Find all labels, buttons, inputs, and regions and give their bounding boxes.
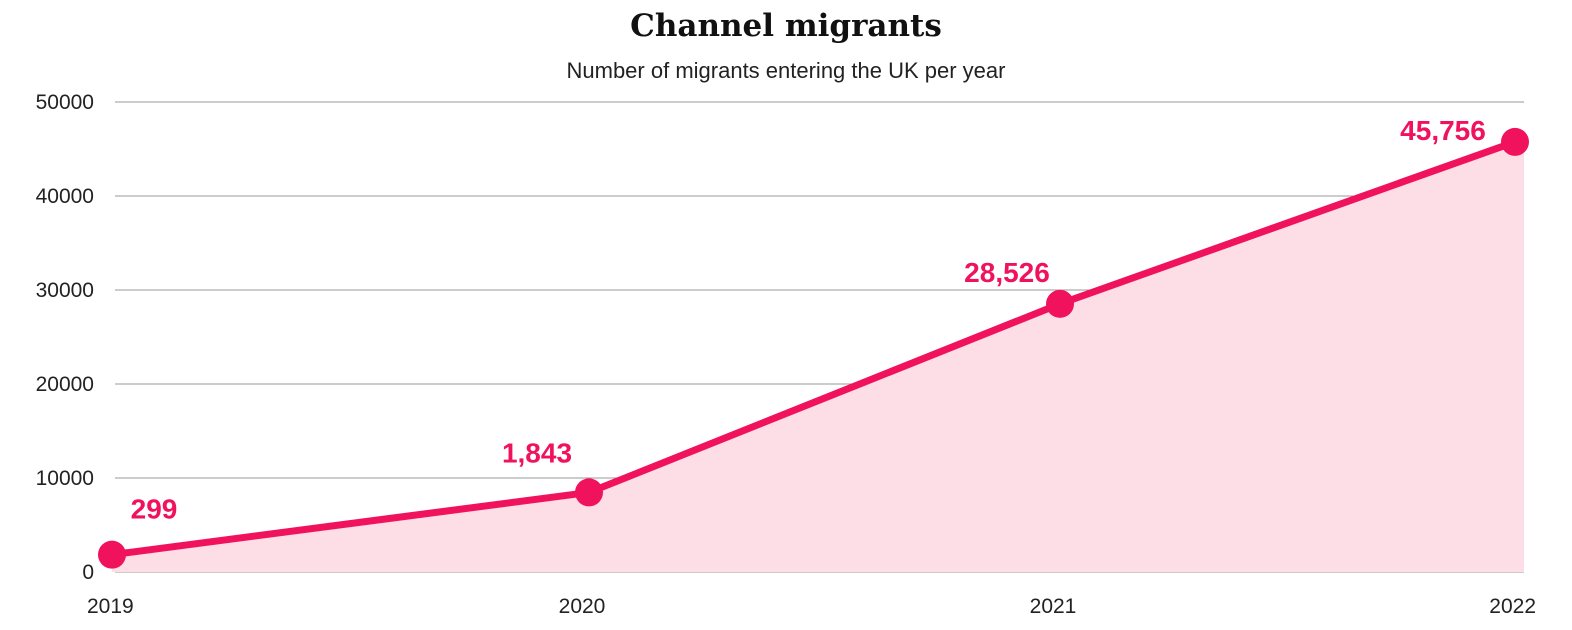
x-tick-label: 2021 xyxy=(1030,595,1077,618)
data-points xyxy=(98,127,1529,569)
x-tick-label: 2020 xyxy=(559,595,606,618)
y-axis-tick-labels: 0 10000 20000 30000 40000 50000 xyxy=(36,91,94,584)
data-labels: 299 1,843 28,526 45,756 xyxy=(131,115,1486,525)
y-tick-label: 10000 xyxy=(36,467,94,490)
data-point xyxy=(98,540,126,569)
data-point xyxy=(1501,127,1529,156)
chart-subtitle: Number of migrants entering the UK per y… xyxy=(566,58,1006,83)
chart-title: Channel migrants xyxy=(630,8,942,44)
y-tick-label: 20000 xyxy=(36,373,94,396)
data-point xyxy=(1046,289,1074,318)
series-line xyxy=(108,138,1519,559)
y-tick-label: 0 xyxy=(82,561,94,584)
area-fill-layer xyxy=(112,141,1524,572)
data-label: 299 xyxy=(131,494,178,525)
data-label: 1,843 xyxy=(502,437,572,468)
y-tick-label: 30000 xyxy=(36,279,94,302)
data-label: 28,526 xyxy=(964,257,1050,288)
x-axis-tick-labels: 2019 2020 2021 2022 xyxy=(87,595,1536,618)
y-tick-label: 40000 xyxy=(36,185,94,208)
series-line-layer xyxy=(108,138,1519,559)
x-tick-label: 2019 xyxy=(87,595,134,618)
data-point xyxy=(575,478,603,507)
x-tick-label: 2022 xyxy=(1489,595,1536,618)
area-fill xyxy=(112,141,1524,572)
data-label: 45,756 xyxy=(1400,115,1486,146)
y-tick-label: 50000 xyxy=(36,91,94,114)
